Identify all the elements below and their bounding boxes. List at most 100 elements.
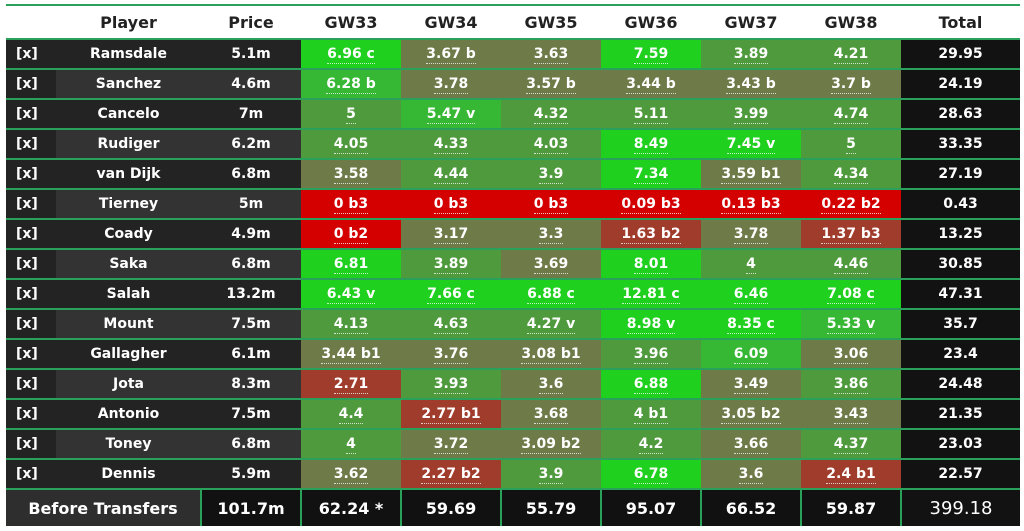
remove-player-button[interactable]: [x] [6, 429, 56, 460]
gw-points-value[interactable]: 3.96 [633, 346, 669, 364]
gw-points-value[interactable]: 6.88 c [527, 286, 575, 304]
gw-points-value[interactable]: 3.93 [433, 376, 469, 394]
gw-points-value[interactable]: 5.33 v [826, 316, 876, 334]
gw-points-value[interactable]: 0.22 b2 [821, 196, 881, 214]
gw-points-value[interactable]: 7.59 [633, 46, 669, 64]
gw-points-value[interactable]: 4.74 [833, 106, 869, 124]
gw-points-value[interactable]: 0 b3 [533, 196, 569, 214]
gw-points-value[interactable]: 3.99 [733, 106, 769, 124]
gw-points-value[interactable]: 3.67 b [426, 46, 476, 64]
gw-points-value[interactable]: 3.43 [833, 406, 869, 424]
gw-points-value[interactable]: 3.9 [538, 466, 564, 484]
gw-points-value[interactable]: 4.21 [833, 46, 869, 64]
gw-points-value[interactable]: 7.34 [633, 166, 669, 184]
gw-points-value[interactable]: 3.6 [738, 466, 764, 484]
gw-points-value[interactable]: 4.33 [433, 136, 469, 154]
gw-points-value[interactable]: 8.98 v [626, 316, 676, 334]
gw-points-value[interactable]: 3.06 [833, 346, 869, 364]
gw-points-value[interactable]: 1.63 b2 [621, 226, 681, 244]
gw-points-value[interactable]: 6.43 v [326, 286, 376, 304]
remove-player-button[interactable]: [x] [6, 309, 56, 340]
gw-points-value[interactable]: 4.05 [333, 136, 369, 154]
gw-points-value[interactable]: 5 [846, 136, 856, 154]
gw-points-value[interactable]: 4.2 [638, 436, 664, 454]
gw-points-value[interactable]: 1.37 b3 [821, 226, 881, 244]
gw-points-value[interactable]: 4.34 [833, 166, 869, 184]
gw-points-value[interactable]: 3.44 b1 [321, 346, 381, 364]
gw-points-value[interactable]: 4.37 [833, 436, 869, 454]
remove-player-button[interactable]: [x] [6, 159, 56, 190]
gw-points-value[interactable]: 6.78 [633, 466, 669, 484]
gw-points-value[interactable]: 4 b1 [633, 406, 669, 424]
header-gw37[interactable]: GW37 [701, 4, 801, 40]
gw-points-value[interactable]: 2.27 b2 [421, 466, 481, 484]
gw-points-value[interactable]: 6.09 [733, 346, 769, 364]
gw-points-value[interactable]: 4 [346, 436, 356, 454]
gw-points-value[interactable]: 6.46 [733, 286, 769, 304]
gw-points-value[interactable]: 2.4 b1 [826, 466, 876, 484]
remove-player-button[interactable]: [x] [6, 69, 56, 100]
header-gw34[interactable]: GW34 [401, 4, 501, 40]
gw-points-value[interactable]: 3.78 [733, 226, 769, 244]
gw-points-value[interactable]: 3.78 [433, 76, 469, 94]
gw-points-value[interactable]: 8.01 [633, 256, 669, 274]
remove-player-button[interactable]: [x] [6, 369, 56, 400]
remove-player-button[interactable]: [x] [6, 249, 56, 280]
gw-points-value[interactable]: 3.43 b [726, 76, 776, 94]
remove-player-button[interactable]: [x] [6, 189, 56, 220]
gw-points-value[interactable]: 0 b3 [433, 196, 469, 214]
gw-points-value[interactable]: 3.7 b [831, 76, 871, 94]
header-total[interactable]: Total [901, 4, 1020, 40]
header-gw38[interactable]: GW38 [801, 4, 901, 40]
gw-points-value[interactable]: 5 [346, 106, 356, 124]
header-gw35[interactable]: GW35 [501, 4, 601, 40]
gw-points-value[interactable]: 3.68 [533, 406, 569, 424]
gw-points-value[interactable]: 6.28 b [326, 76, 376, 94]
remove-player-button[interactable]: [x] [6, 279, 56, 310]
gw-points-value[interactable]: 3.05 b2 [721, 406, 781, 424]
gw-points-value[interactable]: 4 [746, 256, 756, 274]
gw-points-value[interactable]: 0 b2 [333, 226, 369, 244]
gw-points-value[interactable]: 0 b3 [333, 196, 369, 214]
gw-points-value[interactable]: 3.08 b1 [521, 346, 581, 364]
remove-player-button[interactable]: [x] [6, 129, 56, 160]
header-player[interactable]: Player [56, 4, 201, 40]
remove-player-button[interactable]: [x] [6, 219, 56, 250]
gw-points-value[interactable]: 6.96 c [327, 46, 375, 64]
gw-points-value[interactable]: 3.89 [733, 46, 769, 64]
gw-points-value[interactable]: 7.45 v [726, 136, 776, 154]
gw-points-value[interactable]: 3.09 b2 [521, 436, 581, 454]
gw-points-value[interactable]: 3.17 [433, 226, 469, 244]
remove-player-button[interactable]: [x] [6, 399, 56, 430]
remove-player-button[interactable]: [x] [6, 99, 56, 130]
gw-points-value[interactable]: 4.44 [433, 166, 469, 184]
gw-points-value[interactable]: 4.03 [533, 136, 569, 154]
gw-points-value[interactable]: 5.11 [633, 106, 669, 124]
remove-player-button[interactable]: [x] [6, 459, 56, 490]
gw-points-value[interactable]: 3.63 [533, 46, 569, 64]
gw-points-value[interactable]: 2.71 [333, 376, 369, 394]
gw-points-value[interactable]: 4.46 [833, 256, 869, 274]
gw-points-value[interactable]: 0.13 b3 [721, 196, 781, 214]
gw-points-value[interactable]: 3.59 b1 [721, 166, 781, 184]
gw-points-value[interactable]: 3.86 [833, 376, 869, 394]
gw-points-value[interactable]: 4.4 [338, 406, 364, 424]
gw-points-value[interactable]: 3.72 [433, 436, 469, 454]
gw-points-value[interactable]: 3.69 [533, 256, 569, 274]
gw-points-value[interactable]: 3.89 [433, 256, 469, 274]
gw-points-value[interactable]: 3.76 [433, 346, 469, 364]
header-gw33[interactable]: GW33 [301, 4, 401, 40]
gw-points-value[interactable]: 5.47 v [426, 106, 476, 124]
gw-points-value[interactable]: 6.88 [633, 376, 669, 394]
gw-points-value[interactable]: 3.58 [333, 166, 369, 184]
header-gw36[interactable]: GW36 [601, 4, 701, 40]
gw-points-value[interactable]: 2.77 b1 [421, 406, 481, 424]
gw-points-value[interactable]: 4.63 [433, 316, 469, 334]
gw-points-value[interactable]: 4.27 v [526, 316, 576, 334]
gw-points-value[interactable]: 3.49 [733, 376, 769, 394]
gw-points-value[interactable]: 0.09 b3 [621, 196, 681, 214]
remove-player-button[interactable]: [x] [6, 39, 56, 70]
gw-points-value[interactable]: 3.57 b [526, 76, 576, 94]
gw-points-value[interactable]: 3.66 [733, 436, 769, 454]
gw-points-value[interactable]: 12.81 c [622, 286, 680, 304]
